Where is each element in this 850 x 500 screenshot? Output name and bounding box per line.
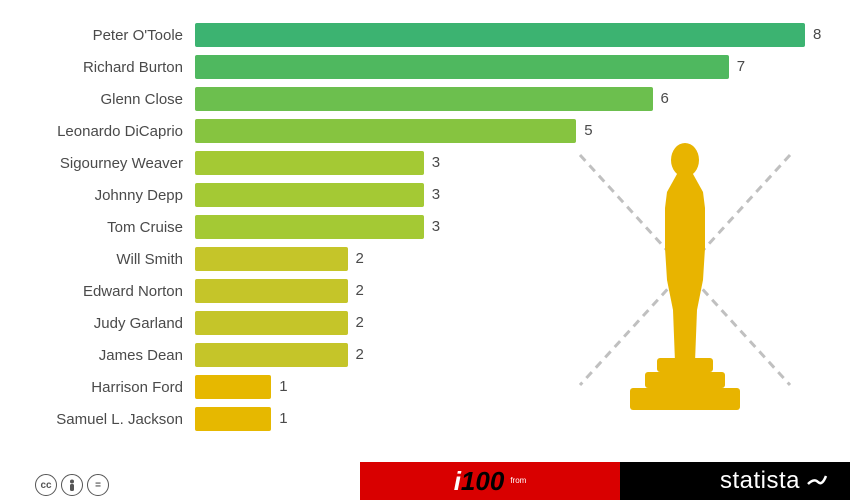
- bar: [195, 183, 424, 207]
- bar-label: Samuel L. Jackson: [35, 411, 195, 428]
- bar-value: 7: [729, 55, 745, 79]
- i100-i: i: [454, 466, 461, 497]
- bar-label: Harrison Ford: [35, 379, 195, 396]
- chart-row: Peter O'Toole8: [35, 20, 815, 50]
- bar-label: Edward Norton: [35, 283, 195, 300]
- bar-value: 6: [653, 87, 669, 111]
- bar-label: James Dean: [35, 347, 195, 364]
- bar: [195, 375, 271, 399]
- i100-hundred: 100: [461, 466, 504, 497]
- bar-label: Will Smith: [35, 251, 195, 268]
- bar: [195, 23, 805, 47]
- bar-wrap: 6: [195, 87, 815, 111]
- bar-value: 8: [805, 23, 821, 47]
- bar: [195, 311, 348, 335]
- bar: [195, 87, 653, 111]
- bar: [195, 151, 424, 175]
- bar-value: 3: [424, 151, 440, 175]
- bar: [195, 119, 576, 143]
- license-icons: cc =: [0, 462, 360, 500]
- bar-label: Tom Cruise: [35, 219, 195, 236]
- bar-label: Peter O'Toole: [35, 27, 195, 44]
- bar: [195, 215, 424, 239]
- bar-value: 2: [348, 311, 364, 335]
- bar-label: Leonardo DiCaprio: [35, 123, 195, 140]
- bar-value: 3: [424, 215, 440, 239]
- footer: cc = i100 from statista: [0, 462, 850, 500]
- bar-label: Judy Garland: [35, 315, 195, 332]
- bar-wrap: 8: [195, 23, 815, 47]
- crossed-oscar-graphic: [555, 130, 835, 420]
- bar-label: Sigourney Weaver: [35, 155, 195, 172]
- bar-label: Glenn Close: [35, 91, 195, 108]
- bar: [195, 247, 348, 271]
- bar: [195, 55, 729, 79]
- chart-row: Glenn Close 6: [35, 84, 815, 114]
- chart-row: Richard Burton 7: [35, 52, 815, 82]
- bar-value: 2: [348, 343, 364, 367]
- cc-icon: cc: [35, 474, 57, 496]
- bar-value: 2: [348, 279, 364, 303]
- bar: [195, 343, 348, 367]
- bar: [195, 407, 271, 431]
- nd-icon: =: [87, 474, 109, 496]
- bar: [195, 279, 348, 303]
- bar-value: 1: [271, 375, 287, 399]
- bar-wrap: 7: [195, 55, 815, 79]
- statista-label: statista: [720, 467, 800, 495]
- attribution-icon: [61, 474, 83, 496]
- bar-value: 1: [271, 407, 287, 431]
- bar-value: 3: [424, 183, 440, 207]
- bar-value: 2: [348, 247, 364, 271]
- statista-brand: statista: [620, 462, 850, 500]
- from-label: from: [510, 477, 526, 485]
- i100-brand: i100 from: [360, 462, 620, 500]
- bar-label: Johnny Depp: [35, 187, 195, 204]
- bar-label: Richard Burton: [35, 59, 195, 76]
